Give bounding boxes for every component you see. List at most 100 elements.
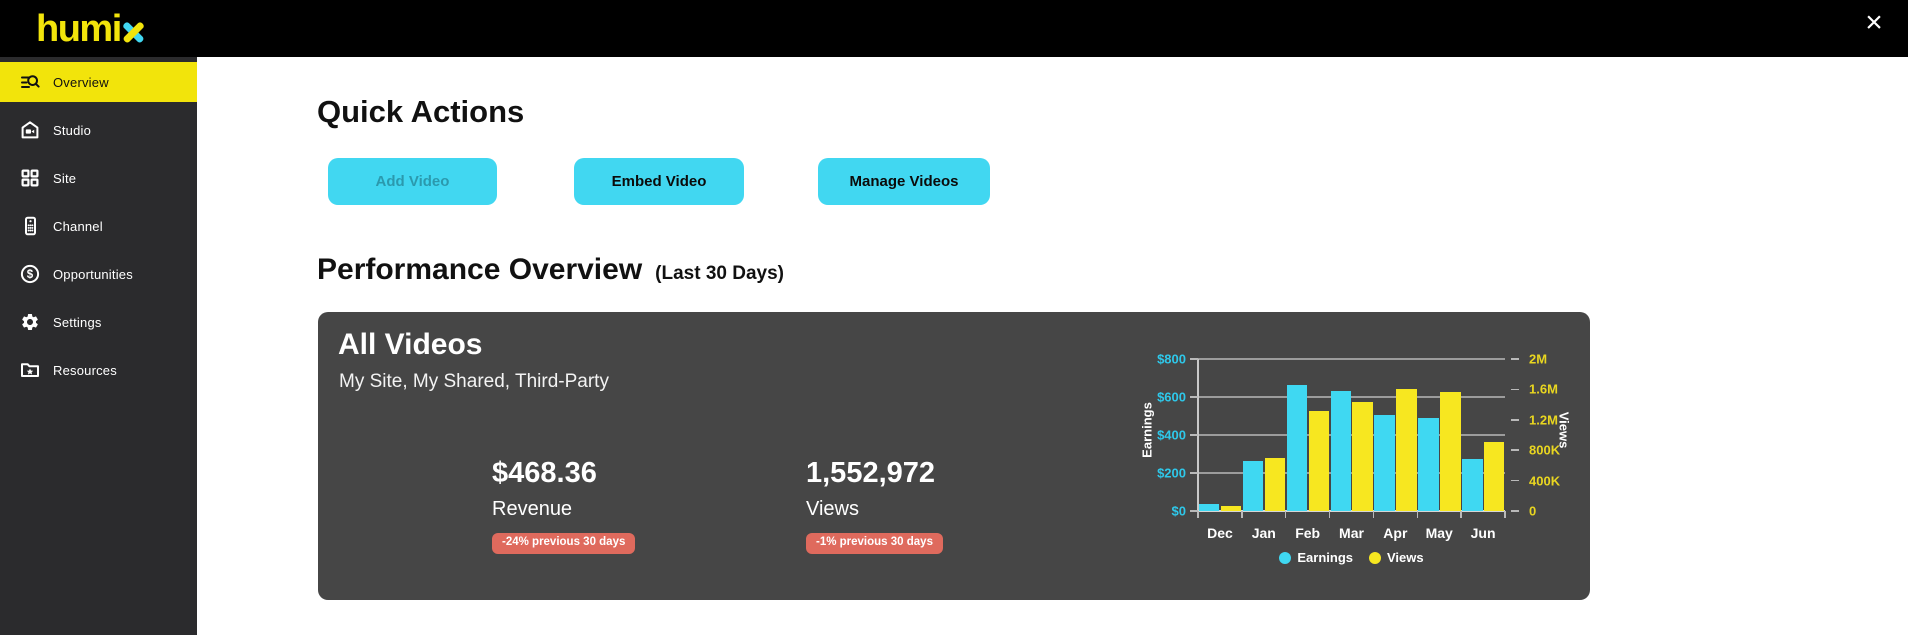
close-icon[interactable]: × [1865, 6, 1883, 39]
x-axis-label: Apr [1383, 525, 1408, 541]
stat-value: 1,552,972 [806, 457, 936, 489]
performance-title: Performance Overview [317, 253, 643, 286]
left-axis-tick [1190, 396, 1198, 398]
chart-bar-earnings-may[interactable] [1418, 417, 1439, 511]
quick-actions-title: Quick Actions [317, 94, 525, 129]
x-axis-label: Jun [1470, 525, 1496, 541]
stat-label: Revenue [492, 498, 573, 520]
chart-bar-views-jun[interactable] [1484, 441, 1505, 511]
right-axis-tick [1511, 449, 1519, 451]
right-axis-tick [1511, 388, 1519, 391]
right-axis-tick-label: 1.2M [1529, 412, 1558, 428]
x-axis-label: Dec [1207, 525, 1233, 541]
studio-icon [20, 120, 40, 140]
left-axis-title: Earnings [1139, 402, 1155, 458]
right-axis-title: Views [1556, 411, 1572, 449]
x-axis-tick [1284, 511, 1287, 518]
right-axis-tick-label: 0 [1529, 503, 1537, 519]
x-axis-tick [1460, 511, 1462, 518]
chart-gridline [1198, 472, 1505, 474]
performance-heading: Performance Overview (Last 30 Days) [317, 253, 784, 287]
resources-icon [20, 360, 40, 380]
channel-icon [20, 216, 40, 236]
svg-text:$: $ [27, 269, 34, 281]
sidebar-item-resources[interactable]: Resources [0, 350, 197, 390]
chart-gridline [1198, 396, 1505, 398]
left-axis-tick-label: $800 [1157, 351, 1186, 367]
stat-label: Views [806, 498, 859, 520]
x-axis-tick [1197, 511, 1199, 518]
site-icon [20, 168, 40, 188]
right-axis-tick [1511, 358, 1519, 360]
chart-bar-earnings-dec[interactable] [1199, 504, 1220, 511]
overview-icon [20, 72, 40, 92]
sidebar-item-label: Settings [53, 314, 102, 330]
manage-videos-button[interactable]: Manage Videos [818, 158, 990, 205]
card-subtitle: My Site, My Shared, Third-Party [339, 371, 609, 392]
x-axis-tick [1372, 511, 1375, 518]
sidebar-item-channel[interactable]: Channel [0, 206, 197, 246]
left-axis-tick [1190, 510, 1198, 512]
legend-item-views[interactable]: Views [1369, 550, 1424, 565]
x-axis-label: Mar [1339, 525, 1364, 541]
right-axis-tick-label: 2M [1529, 351, 1548, 367]
right-axis-tick-label: 1.6M [1529, 381, 1558, 397]
stat-revenue: $468.36 Revenue -24% previous 30 days [492, 457, 636, 554]
stat-trend-badge: -1% previous 30 days [806, 533, 943, 554]
x-axis-label: Jan [1251, 525, 1276, 541]
chart-bar-views-may[interactable] [1440, 392, 1461, 511]
card-title: All Videos [338, 328, 483, 361]
chart-bar-views-dec[interactable] [1220, 506, 1242, 511]
chart-bar-views-feb[interactable] [1308, 411, 1329, 511]
sidebar-item-label: Site [53, 170, 77, 186]
x-axis-tick [1504, 511, 1506, 518]
stat-views: 1,552,972 Views -1% previous 30 days [806, 459, 943, 554]
legend-label: Earnings [1297, 550, 1353, 565]
legend-item-earnings[interactable]: Earnings [1279, 550, 1353, 565]
chart-bar-views-jan[interactable] [1264, 457, 1286, 511]
left-axis-tick-label: $0 [1171, 503, 1186, 519]
sidebar-item-site[interactable]: Site [0, 158, 197, 198]
performance-chart: $0 $200 $400 $600 $800 0 400K 800K 1.2M 1.6M 2M Dec… [318, 312, 1590, 600]
legend-label: Views [1387, 550, 1424, 565]
left-axis-tick [1190, 434, 1198, 436]
add-video-button: Add Video [328, 158, 497, 205]
sidebar: Overview Studio Site Channel $ Opportunities S… [0, 57, 197, 635]
sidebar-item-overview[interactable]: Overview [0, 62, 197, 102]
x-axis-tick [1328, 511, 1331, 518]
chart-bar-views-mar[interactable] [1352, 402, 1373, 511]
chart-y-axis-line [1197, 359, 1199, 515]
embed-video-button[interactable]: Embed Video [574, 158, 744, 205]
logo-x-icon [122, 20, 145, 44]
chart-bar-views-apr[interactable] [1396, 389, 1417, 511]
performance-subtitle: (Last 30 Days) [655, 263, 785, 284]
sidebar-item-opportunities[interactable]: $ Opportunities [0, 254, 197, 294]
x-axis-tick [1416, 511, 1419, 518]
legend-dot-views [1369, 551, 1381, 564]
stat-value: $468.36 [492, 457, 597, 489]
top-bar: humi × [0, 0, 1908, 57]
sidebar-item-label: Overview [53, 74, 109, 90]
chart-gridline [1198, 434, 1505, 436]
chart-bar-earnings-jan[interactable] [1242, 460, 1264, 511]
chart-bar-earnings-feb[interactable] [1286, 385, 1308, 511]
right-axis-tick-label: 400K [1529, 473, 1561, 489]
sidebar-item-studio[interactable]: Studio [0, 110, 197, 150]
right-axis-tick [1511, 479, 1519, 482]
sidebar-item-label: Studio [53, 122, 92, 138]
x-axis-tick [1241, 511, 1243, 518]
x-axis-label: Feb [1295, 525, 1321, 541]
chart-bar-earnings-jun[interactable] [1462, 459, 1483, 511]
opportunities-icon: $ [20, 264, 40, 284]
left-axis-tick-label: $400 [1157, 427, 1186, 443]
chart-bar-earnings-apr[interactable] [1374, 415, 1395, 511]
left-axis-tick-label: $200 [1157, 465, 1186, 481]
humix-logo[interactable]: humi [36, 7, 145, 51]
right-axis-tick [1511, 419, 1519, 421]
chart-bar-earnings-mar[interactable] [1330, 391, 1351, 511]
sidebar-item-settings[interactable]: Settings [0, 302, 197, 342]
all-videos-card: All Videos My Site, My Shared, Third-Par… [318, 312, 1590, 600]
stat-trend-badge: -24% previous 30 days [492, 533, 636, 554]
sidebar-item-label: Opportunities [53, 266, 133, 282]
right-axis-tick [1511, 510, 1519, 512]
